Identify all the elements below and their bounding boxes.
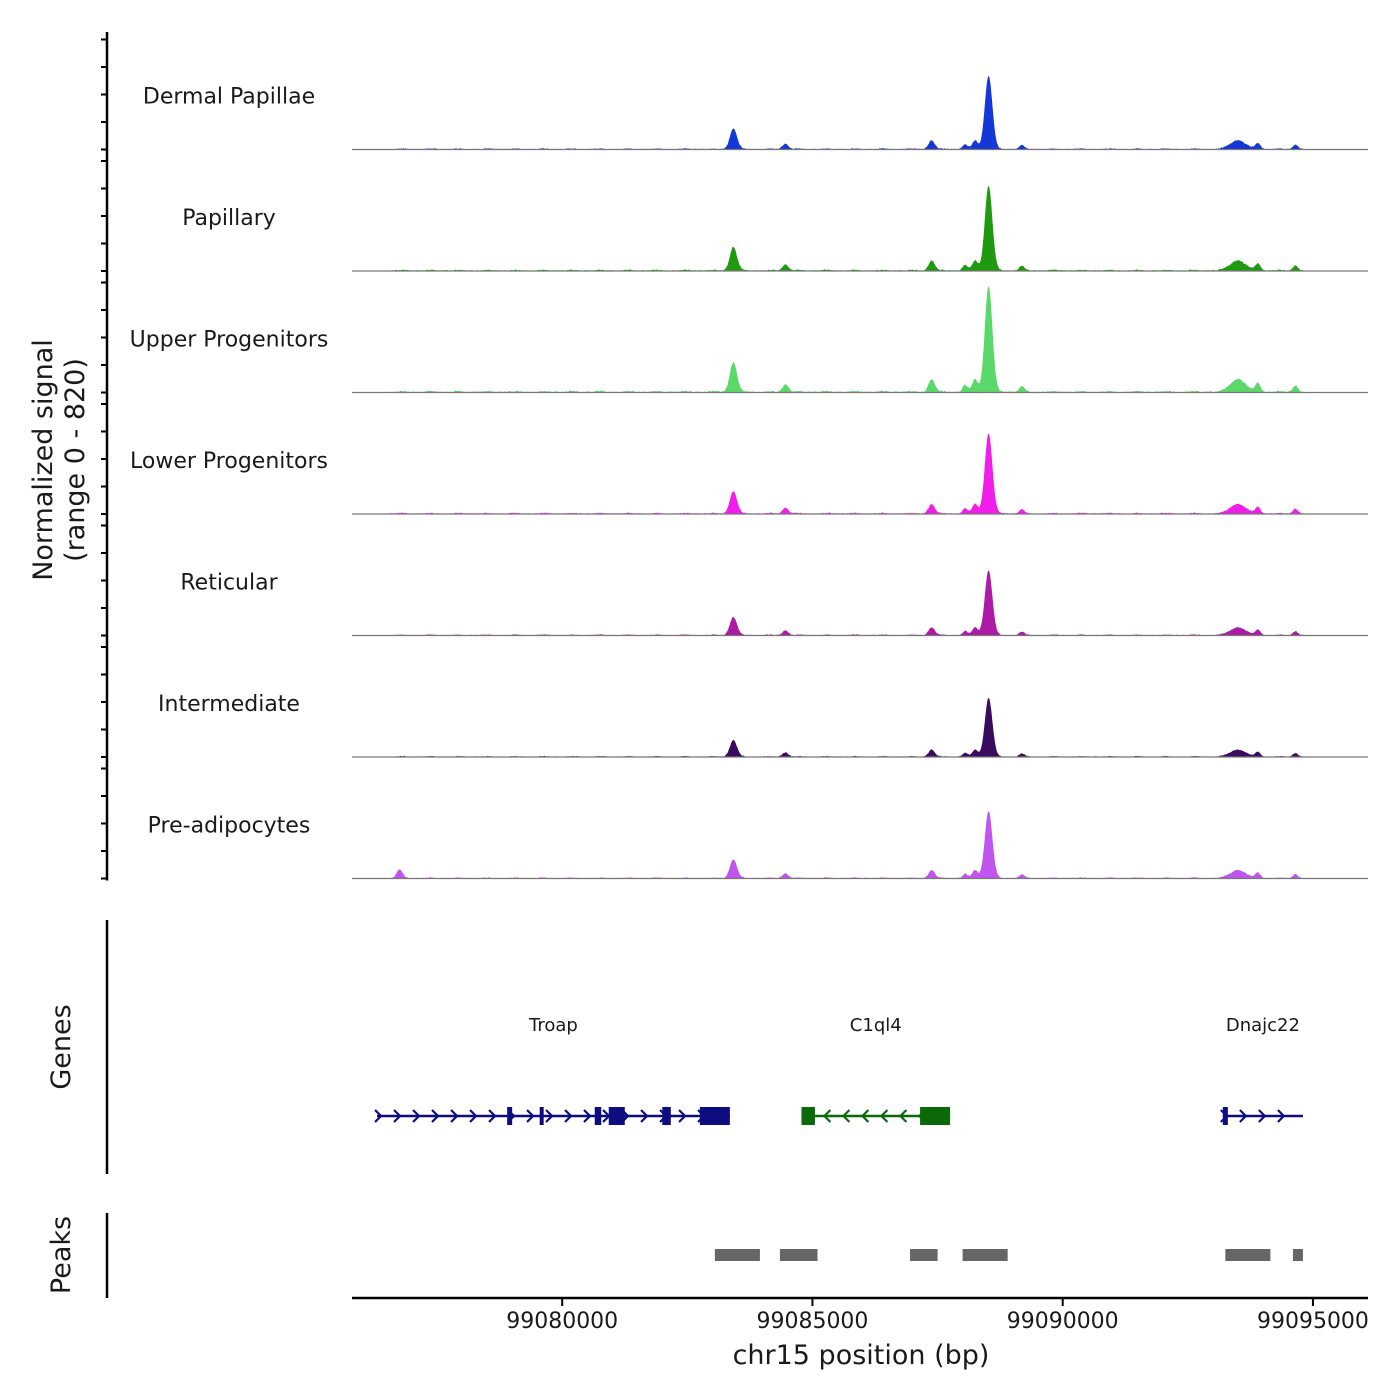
track-label: Reticular — [180, 571, 278, 596]
gene-label: C1ql4 — [850, 1015, 902, 1036]
signal-tracks: Dermal Papillae Papillary Upper Progenitor… — [130, 76, 1368, 880]
signal-area — [390, 186, 1303, 271]
strand-arrow — [450, 1109, 459, 1123]
y-axis-title-line2: (range 0 - 820) — [60, 358, 91, 562]
x-tick-label: 99095000 — [1257, 1309, 1369, 1334]
signal-area — [390, 570, 1303, 636]
gene-exon — [608, 1107, 625, 1125]
strand-arrow — [640, 1109, 649, 1123]
track-label: Upper Progenitors — [130, 328, 329, 353]
gene-label: Dnajc22 — [1226, 1015, 1300, 1036]
gene-exon — [662, 1107, 671, 1125]
signal-area — [390, 76, 1303, 150]
strand-arrow — [898, 1109, 908, 1123]
peak-region — [910, 1249, 938, 1261]
peak-region — [779, 1249, 818, 1261]
strand-arrow — [678, 1109, 687, 1123]
y-axis-title-line1: Normalized signal — [28, 339, 59, 581]
gene-exon — [507, 1107, 513, 1125]
strand-arrow — [1239, 1109, 1248, 1123]
gene-exon — [1222, 1107, 1228, 1125]
gene-exon — [801, 1107, 815, 1125]
strand-arrow — [431, 1109, 440, 1123]
strand-arrow — [1258, 1109, 1267, 1123]
peak-region — [714, 1249, 760, 1261]
genes-track-title: Genes — [46, 1004, 77, 1089]
x-tick-label: 99080000 — [506, 1309, 618, 1334]
signal-track: Reticular — [180, 570, 1368, 637]
gene-exon — [920, 1107, 951, 1125]
gene-model: Dnajc22 — [1220, 1015, 1303, 1125]
track-label: Lower Progenitors — [130, 449, 328, 474]
signal-track: Lower Progenitors — [130, 433, 1368, 515]
x-tick-label: 99085000 — [756, 1309, 868, 1334]
strand-arrow — [583, 1109, 592, 1123]
gene-exon — [594, 1107, 602, 1125]
strand-arrow — [564, 1109, 573, 1123]
signal-y-axis — [101, 32, 109, 881]
x-axis-title: chr15 position (bp) — [733, 1340, 990, 1371]
strand-arrow — [860, 1109, 870, 1123]
signal-area — [390, 286, 1303, 393]
strand-arrow — [545, 1109, 554, 1123]
track-label: Papillary — [182, 206, 276, 231]
strand-arrow — [412, 1109, 421, 1123]
peak-region — [1292, 1249, 1303, 1261]
strand-arrow — [469, 1109, 478, 1123]
track-label: Intermediate — [158, 692, 300, 717]
strand-arrow — [488, 1109, 497, 1123]
signal-area — [390, 811, 1303, 879]
strand-arrow — [374, 1109, 383, 1123]
strand-arrow — [879, 1109, 889, 1123]
signal-track: Intermediate — [158, 692, 1368, 758]
peak-track — [714, 1249, 1303, 1261]
signal-area — [390, 433, 1303, 514]
gene-exon — [699, 1107, 730, 1125]
track-label: Dermal Papillae — [143, 85, 315, 110]
gene-model: C1ql4 — [801, 1015, 951, 1125]
signal-track: Pre-adipocytes — [148, 811, 1368, 880]
signal-track: Dermal Papillae — [143, 76, 1368, 151]
gene-exon — [539, 1107, 544, 1125]
gene-model: Troap — [374, 1015, 730, 1125]
x-tick-label: 99090000 — [1007, 1309, 1119, 1334]
signal-track: Upper Progenitors — [130, 286, 1368, 394]
peak-region — [1225, 1249, 1271, 1261]
signal-area — [390, 698, 1303, 757]
strand-arrow — [841, 1109, 851, 1123]
x-axis: 99080000 99085000 99090000 99095000 — [352, 1296, 1369, 1334]
gene-track: Troap C1ql4 Dnajc22 — [374, 1015, 1303, 1125]
strand-arrow — [822, 1109, 832, 1123]
strand-arrow — [393, 1109, 402, 1123]
strand-arrow — [526, 1109, 535, 1123]
peaks-track-title: Peaks — [46, 1216, 77, 1294]
peak-region — [962, 1249, 1008, 1261]
signal-track: Papillary — [182, 186, 1368, 272]
track-label: Pre-adipocytes — [148, 814, 311, 839]
gene-label: Troap — [528, 1015, 578, 1036]
strand-arrow — [1277, 1109, 1286, 1123]
